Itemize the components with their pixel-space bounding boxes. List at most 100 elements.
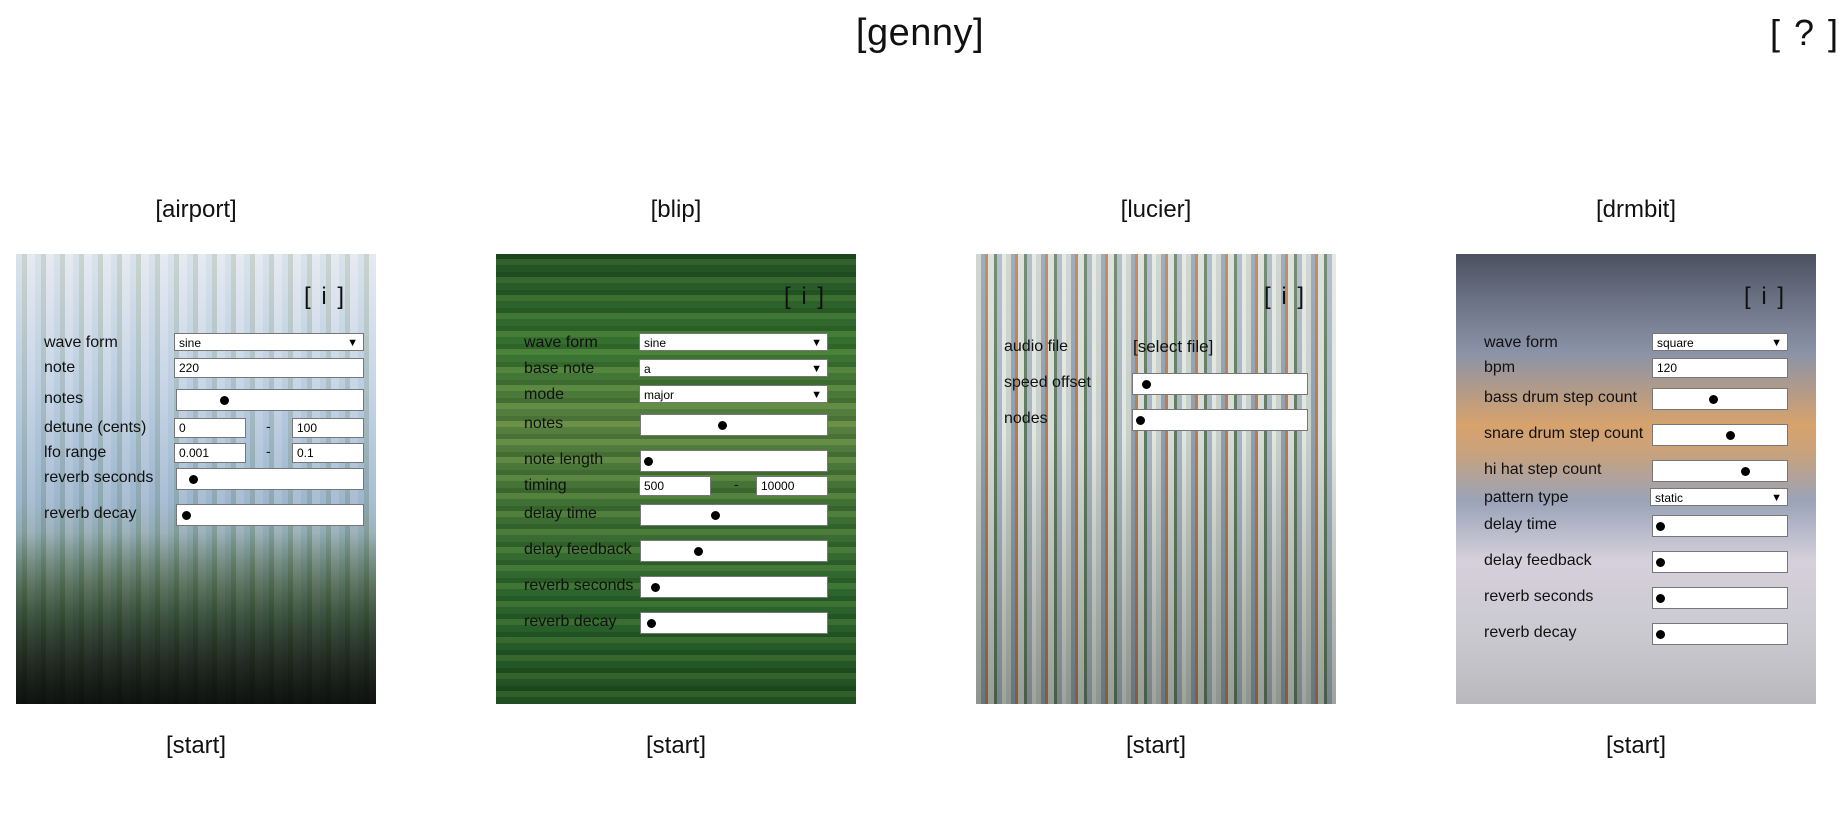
reverb-decay-slider[interactable] [176, 504, 364, 526]
start-button[interactable]: [start] [165, 732, 226, 759]
reverb-decay-slider[interactable] [640, 612, 828, 634]
delay-feedback-row: delay feedback [1484, 551, 1788, 573]
info-button[interactable]: [ i ] [1743, 283, 1786, 310]
select-file-button[interactable]: [select file] [1133, 337, 1214, 356]
speed-offset-slider[interactable] [1132, 373, 1308, 395]
chevron-down-icon: ▼ [811, 337, 822, 349]
synth-airport: [airport] [ i ] wave form sine ▼ note 22… [16, 196, 376, 760]
slider-handle[interactable] [188, 475, 198, 484]
bass-drum-slider[interactable] [1652, 388, 1788, 410]
pattern-type-label: pattern type [1484, 489, 1569, 506]
slider-handle[interactable] [1708, 395, 1718, 404]
synth-panel-lucier: [ i ] audio file [select file] speed off… [976, 254, 1336, 704]
notes-slider[interactable] [176, 389, 364, 411]
lfo-range-row: lfo range 0.001 - 0.1 [44, 443, 364, 465]
snare-drum-row: snare drum step count [1484, 424, 1788, 446]
delay-time-label: delay time [524, 505, 597, 522]
audio-file-label: audio file [1004, 338, 1069, 355]
speed-offset-label: speed offset [1004, 374, 1091, 391]
wave-form-select[interactable]: square ▼ [1652, 333, 1788, 351]
bpm-input[interactable]: 120 [1652, 358, 1788, 378]
chevron-down-icon: ▼ [1771, 337, 1782, 349]
slider-handle[interactable] [1656, 522, 1665, 531]
wave-form-value: sine [179, 336, 202, 350]
base-note-select[interactable]: a ▼ [639, 359, 828, 377]
synth-title-drmbit[interactable]: [drmbit] [1595, 196, 1676, 223]
synth-blip: [blip] [ i ] wave form sine ▼ base note … [496, 196, 856, 760]
detune-min-input[interactable]: 0 [174, 418, 246, 438]
delay-feedback-slider[interactable] [1652, 551, 1788, 573]
reverb-seconds-label: reverb seconds [1484, 588, 1594, 605]
wave-form-select[interactable]: sine ▼ [174, 333, 364, 351]
slider-handle[interactable] [1142, 380, 1152, 389]
snare-drum-slider[interactable] [1652, 424, 1788, 446]
range-separator: - [734, 476, 739, 492]
slider-handle[interactable] [1725, 431, 1735, 440]
detune-max-input[interactable]: 100 [292, 418, 364, 438]
note-label: note [44, 359, 76, 376]
slider-handle[interactable] [1741, 467, 1751, 476]
delay-feedback-slider[interactable] [640, 540, 828, 562]
help-button[interactable]: [ ? ] [1769, 12, 1840, 53]
hi-hat-slider[interactable] [1652, 460, 1788, 482]
slider-handle[interactable] [1656, 558, 1665, 567]
wave-form-label: wave form [524, 334, 598, 351]
synth-title-blip[interactable]: [blip] [650, 196, 702, 223]
mode-label: mode [524, 386, 565, 403]
notes-slider[interactable] [640, 414, 828, 436]
reverb-decay-label: reverb decay [524, 613, 617, 630]
page-title: [genny] [855, 12, 985, 54]
note-row: note 220 [44, 358, 364, 380]
synth-title-lucier[interactable]: [lucier] [1120, 196, 1192, 223]
slider-handle[interactable] [181, 511, 191, 520]
delay-time-slider[interactable] [1652, 515, 1788, 537]
note-length-slider[interactable] [640, 450, 828, 472]
pattern-type-select[interactable]: static ▼ [1650, 488, 1788, 506]
bass-drum-row: bass drum step count [1484, 388, 1788, 410]
chevron-down-icon: ▼ [347, 337, 358, 349]
lfo-max-input[interactable]: 0.1 [292, 443, 364, 463]
start-button[interactable]: [start] [1605, 732, 1666, 759]
range-separator: - [266, 418, 271, 434]
reverb-decay-row: reverb decay [44, 504, 364, 526]
reverb-decay-slider[interactable] [1652, 623, 1788, 645]
hi-hat-label: hi hat step count [1484, 461, 1602, 478]
wave-form-row: wave form sine ▼ [524, 333, 828, 355]
synth-title-airport[interactable]: [airport] [155, 196, 237, 223]
slider-handle[interactable] [717, 421, 727, 430]
reverb-seconds-slider[interactable] [640, 576, 828, 598]
slider-handle[interactable] [693, 547, 703, 556]
reverb-seconds-slider[interactable] [1652, 587, 1788, 609]
nodes-slider[interactable] [1132, 409, 1308, 431]
slider-handle[interactable] [219, 396, 229, 405]
range-separator: - [266, 443, 271, 459]
slider-handle[interactable] [711, 511, 721, 520]
start-button[interactable]: [start] [645, 732, 706, 759]
info-button[interactable]: [ i ] [783, 283, 826, 310]
delay-time-slider[interactable] [640, 504, 828, 526]
wave-form-row: wave form sine ▼ [44, 333, 364, 355]
bpm-label: bpm [1484, 359, 1516, 376]
start-button[interactable]: [start] [1125, 732, 1186, 759]
timing-max-input[interactable]: 10000 [756, 476, 828, 496]
info-button[interactable]: [ i ] [1263, 283, 1306, 310]
wave-form-value: sine [644, 336, 667, 350]
slider-handle[interactable] [647, 619, 657, 628]
note-input[interactable]: 220 [174, 358, 364, 378]
wave-form-value: square [1657, 336, 1694, 350]
delay-time-label: delay time [1484, 516, 1557, 533]
slider-handle[interactable] [1656, 594, 1665, 603]
timing-min-input[interactable]: 500 [639, 476, 711, 496]
slider-handle[interactable] [1136, 416, 1145, 425]
snare-drum-label: snare drum step count [1484, 425, 1644, 442]
wave-form-select[interactable]: sine ▼ [639, 333, 828, 351]
reverb-seconds-slider[interactable] [176, 468, 364, 490]
mode-select[interactable]: major ▼ [639, 385, 828, 403]
slider-handle[interactable] [1656, 630, 1665, 639]
slider-handle[interactable] [650, 583, 660, 592]
reverb-decay-row: reverb decay [1484, 623, 1788, 645]
lfo-min-input[interactable]: 0.001 [174, 443, 246, 463]
slider-handle[interactable] [644, 457, 653, 466]
info-button[interactable]: [ i ] [303, 283, 346, 310]
base-note-label: base note [524, 360, 595, 377]
